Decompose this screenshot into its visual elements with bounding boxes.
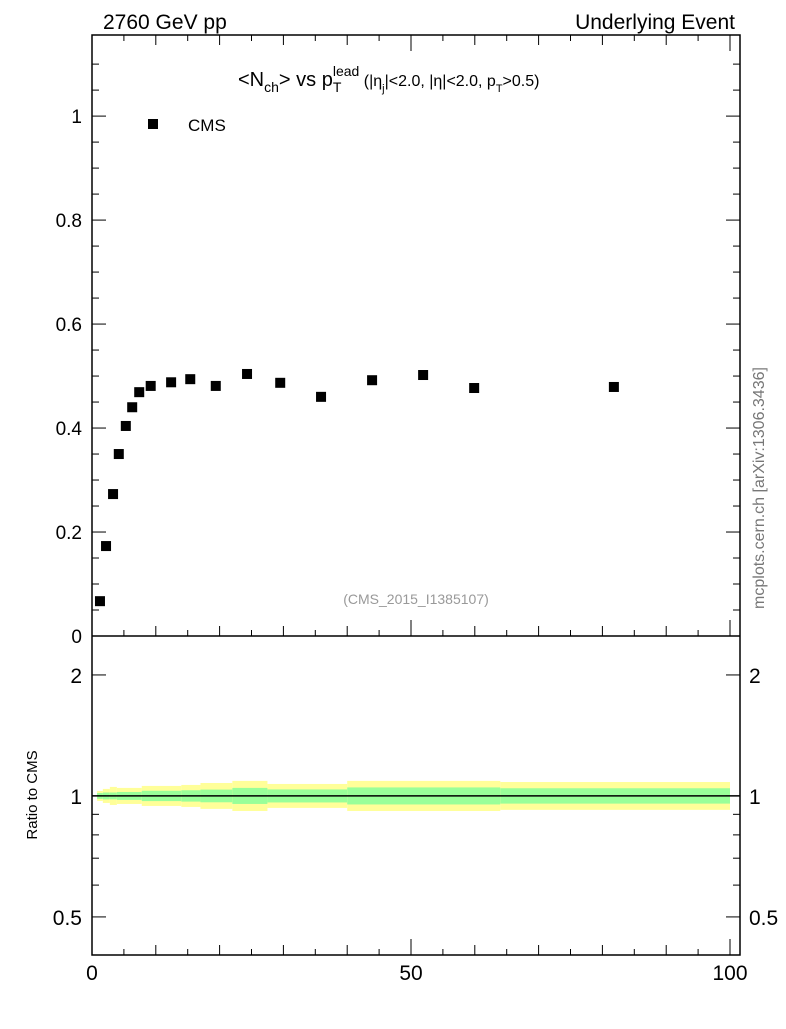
data-point	[108, 489, 119, 500]
data-point	[145, 380, 156, 391]
data-point	[316, 391, 327, 402]
data-point	[127, 402, 138, 413]
watermark: (CMS_2015_I1385107)	[343, 591, 489, 607]
y-tick-label: 1	[71, 107, 82, 128]
header-left: 2760 GeV pp	[103, 11, 227, 34]
title-part: T	[333, 79, 342, 95]
data-point	[166, 377, 177, 388]
title-part: > vs p	[279, 69, 333, 91]
ratio-ylabel: Ratio to CMS	[24, 750, 41, 839]
title-part: (|η	[359, 73, 382, 90]
data-point	[101, 541, 112, 552]
ratio-bands	[92, 780, 740, 811]
y-tick-label: 0	[71, 627, 82, 648]
plot-title: <Nch> vs pTlead (|ηj|<2.0, |η|<2.0, pT>0…	[238, 63, 539, 95]
y-tick-label: 0.2	[56, 523, 82, 544]
data-point	[210, 380, 221, 391]
x-tick-label: 0	[86, 962, 98, 985]
title-part: lead	[333, 63, 359, 79]
data-point	[242, 368, 253, 379]
ratio-y-tick-label-right: 1	[749, 786, 761, 809]
y-tick-label: 0.6	[56, 315, 82, 336]
title-part: >0.5)	[503, 73, 540, 90]
ratio-y-tick-label: 2	[70, 665, 82, 688]
ratio-y-tick-label-right: 2	[749, 665, 761, 688]
axes: 0 0.2 0.4 0.6 0.8 1 0.5 0.5 1 1 2 2 0 50 100	[53, 34, 778, 985]
data-point	[185, 374, 196, 385]
title-part: ch	[264, 79, 279, 95]
data-point	[418, 370, 429, 381]
x-tick-label: 100	[712, 962, 747, 985]
data-point	[367, 375, 378, 386]
y-tick-label: 0.4	[56, 419, 83, 440]
plot-frame	[91, 34, 741, 956]
legend-label: CMS	[188, 116, 226, 135]
legend-marker	[148, 119, 158, 129]
data-point	[469, 383, 480, 394]
data-point	[275, 377, 286, 388]
ratio-y-tick-label-right: 0.5	[749, 907, 778, 930]
data-point	[94, 596, 105, 607]
ratio-y-tick-label: 0.5	[53, 907, 82, 930]
x-tick-label: 50	[399, 962, 422, 985]
title-part: |<2.0, |η|<2.0, p	[385, 73, 496, 90]
title-part: <N	[238, 69, 264, 91]
title-part: j	[381, 83, 384, 95]
y-tick-label: 0.8	[56, 211, 82, 232]
data-points	[94, 368, 619, 607]
data-point	[120, 420, 131, 431]
side-label: mcplots.cern.ch [arXiv:1306.3436]	[751, 367, 768, 609]
data-point	[113, 449, 124, 460]
header-right: Underlying Event	[575, 11, 735, 34]
data-point	[608, 381, 619, 392]
data-point	[134, 387, 145, 398]
title-part: T	[496, 83, 503, 95]
ratio-y-tick-label: 1	[70, 786, 82, 809]
